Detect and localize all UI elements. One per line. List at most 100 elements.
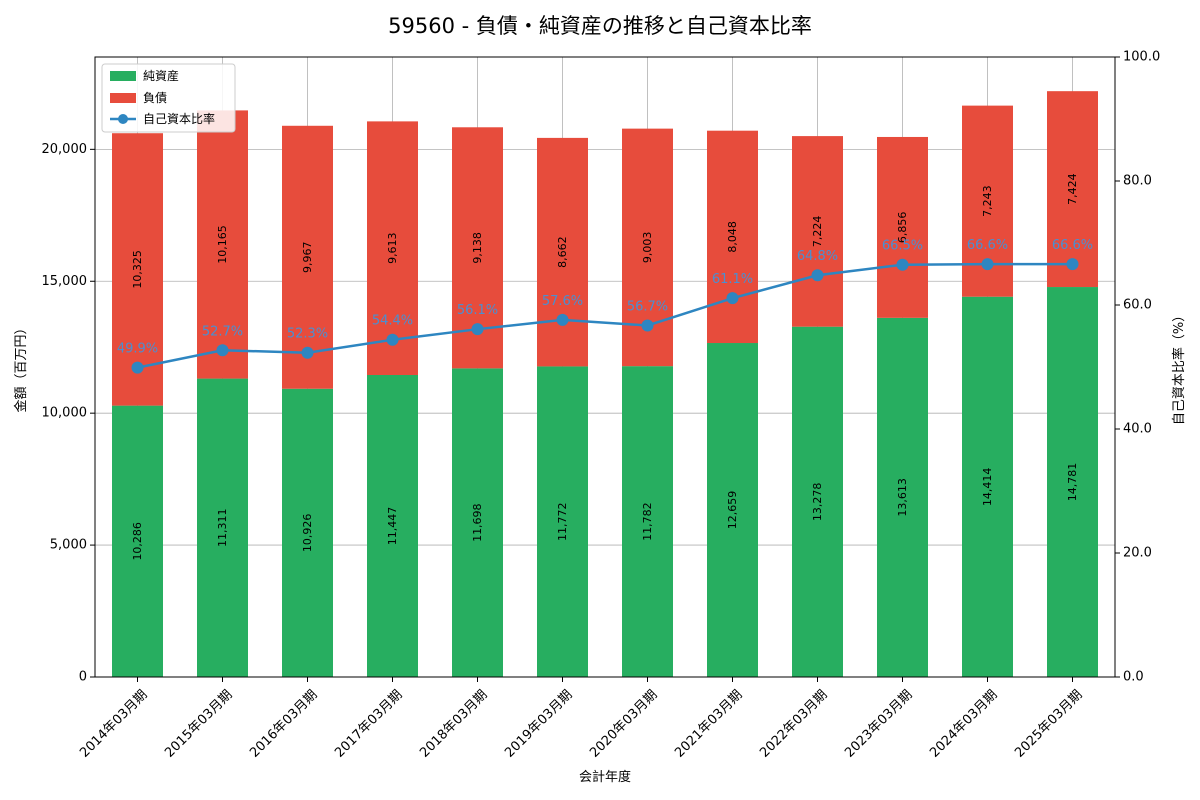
y2-axis-label: 自己資本比率（%） [1171, 309, 1187, 425]
y2-tick-label: 100.0 [1123, 50, 1160, 65]
x-axis-label: 会計年度 [579, 769, 631, 785]
bar-net-assets [622, 366, 673, 677]
legend-label-net-assets: 純資産 [143, 68, 179, 83]
x-tick-label: 2022年03月期 [757, 687, 830, 760]
legend-label-liabilities: 負債 [143, 90, 167, 105]
bar-net-assets [877, 317, 928, 677]
bar-liabilities [367, 121, 418, 375]
bar-label-net-assets: 13,613 [896, 478, 909, 517]
ratio-label: 66.5% [882, 239, 923, 254]
plot-frame [94, 56, 1116, 678]
x-tick-label: 2020年03月期 [587, 687, 660, 760]
ratio-point [811, 269, 824, 282]
bar-label-liabilities: 7,424 [1066, 173, 1079, 205]
ratio-label: 66.6% [1052, 238, 1093, 253]
ratio-label: 52.7% [202, 324, 243, 339]
bars [112, 91, 1098, 677]
legend-swatch-liabilities [110, 93, 136, 103]
y2-tick-label: 20.0 [1123, 546, 1152, 561]
x-tick-label: 2025年03月期 [1012, 687, 1085, 760]
x-tick-label: 2015年03月期 [162, 687, 235, 760]
bar-liabilities [792, 136, 843, 327]
ratio-point [556, 313, 569, 326]
y2-tick-label: 0.0 [1123, 670, 1144, 685]
ratio-label: 66.6% [967, 238, 1008, 253]
bar-labels: 10,286 10,325 11,311 10,165 10,926 9,967 11,44… [131, 173, 1079, 560]
ratio-label: 61.1% [712, 272, 753, 287]
bar-label-net-assets: 11,698 [471, 503, 484, 542]
bar-net-assets [197, 378, 248, 677]
ratio-point [131, 361, 144, 374]
bar-liabilities [707, 130, 758, 344]
bar-net-assets [1047, 287, 1098, 677]
legend-marker-ratio [118, 114, 128, 124]
bar-net-assets [792, 326, 843, 677]
x-tick-label: 2016年03月期 [247, 687, 320, 760]
legend-label-ratio: 自己資本比率 [143, 111, 215, 126]
bar-label-liabilities: 10,325 [131, 250, 144, 289]
bar-label-net-assets: 10,926 [301, 514, 314, 553]
ratio-point [981, 258, 994, 271]
bar-label-liabilities: 9,967 [301, 242, 314, 274]
y-tick-label: 5,000 [50, 538, 87, 553]
bar-net-assets [112, 405, 163, 677]
x-tick-label: 2014年03月期 [77, 687, 150, 760]
bar-net-assets [452, 368, 503, 677]
chart-title: 59560 - 負債・純資産の推移と自己資本比率 [388, 14, 812, 38]
ratio-line: 49.9% 52.7% 52.3% 54.4% 56.1% 57.6% 56.7% 61.1%… [117, 238, 1093, 374]
bar-label-net-assets: 14,414 [981, 468, 994, 507]
ratio-label: 56.1% [457, 303, 498, 318]
bar-label-liabilities: 9,138 [471, 232, 484, 263]
bar-label-liabilities: 7,224 [811, 216, 824, 248]
ratio-point [726, 292, 739, 305]
bar-net-assets [707, 343, 758, 677]
x-tick-label: 2018年03月期 [417, 687, 490, 760]
bar-net-assets [367, 374, 418, 677]
bar-label-liabilities: 6,856 [896, 212, 909, 244]
ratio-label: 57.6% [542, 294, 583, 309]
bar-net-assets [282, 388, 333, 677]
bar-net-assets [537, 366, 588, 677]
y2-tick-label: 80.0 [1123, 174, 1152, 189]
bar-label-net-assets: 11,447 [386, 507, 399, 546]
x-tick-label: 2021年03月期 [672, 687, 745, 760]
axes [94, 56, 1116, 678]
bar-liabilities [537, 137, 588, 367]
bar-label-liabilities: 10,165 [216, 225, 229, 264]
ratio-label: 64.8% [797, 249, 838, 264]
bar-liabilities [197, 110, 248, 379]
bar-label-liabilities: 7,243 [981, 185, 994, 217]
bar-label-liabilities: 9,003 [641, 232, 654, 264]
x-tick-label: 2024年03月期 [927, 687, 1000, 760]
y-tick-label: 10,000 [42, 406, 88, 421]
bar-liabilities [877, 136, 928, 318]
bar-liabilities [112, 133, 163, 406]
bar-liabilities [1047, 91, 1098, 288]
bar-label-net-assets: 10,286 [131, 522, 144, 561]
bar-liabilities [282, 125, 333, 389]
y-tick-label: 0 [79, 670, 87, 685]
ratio-label: 54.4% [372, 314, 413, 329]
ratio-point [301, 346, 314, 359]
bar-label-net-assets: 11,772 [556, 502, 569, 541]
bar-label-net-assets: 13,278 [811, 483, 824, 521]
y2-tick-label: 60.0 [1123, 298, 1152, 313]
bar-label-liabilities: 8,048 [726, 221, 739, 253]
bar-label-net-assets: 14,781 [1066, 463, 1079, 502]
ratio-point [216, 344, 229, 357]
bar-label-net-assets: 11,311 [216, 509, 229, 548]
ratio-point [471, 323, 484, 336]
x-tick-label: 2019年03月期 [502, 687, 575, 760]
ratio-label: 49.9% [117, 342, 158, 357]
y2-tick-label: 40.0 [1123, 422, 1152, 437]
ratio-point [641, 319, 654, 332]
ratio-label: 56.7% [627, 299, 668, 314]
ratio-point [386, 333, 399, 346]
bar-label-net-assets: 12,659 [726, 491, 739, 529]
ratio-point [1066, 258, 1079, 271]
y-axis-label: 金額（百万円） [13, 321, 29, 412]
y-tick-label: 15,000 [42, 274, 88, 289]
y-tick-label: 20,000 [42, 142, 88, 157]
